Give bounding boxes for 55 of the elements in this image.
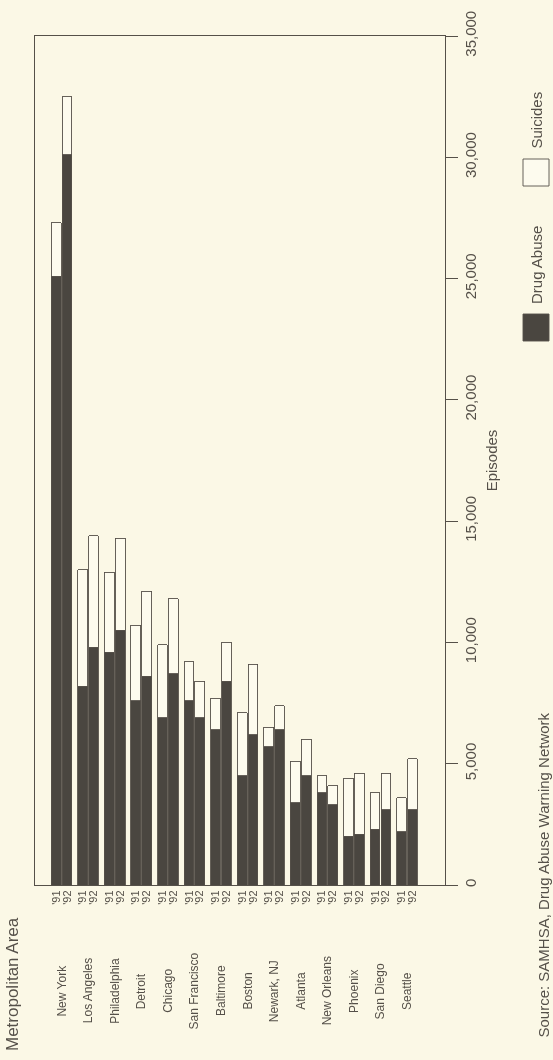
text: Philadelphia [107,958,122,1024]
y-tick-label: 30,000 [462,132,479,178]
x-tick-label: '91 [342,890,355,905]
text: Newark, NJ [267,960,282,1023]
x-tick-label: '92 [113,890,126,905]
source-note: Source: SAMHSA, Drug Abuse Warning Network [534,712,552,1038]
x-tick-label: '92 [299,890,312,905]
text: Chicago [160,968,175,1013]
x-tick-label: '91 [76,890,89,905]
x-tick-label: '92 [166,890,179,905]
text: Suicides [527,91,545,149]
x-tick-label: '91 [129,890,142,905]
text: Detroit [134,973,149,1010]
x-tick-label: '91 [209,890,222,905]
y-tick-label: 5,000 [462,742,479,781]
x-tick-label: '91 [102,890,115,905]
x-tick-label: '91 [156,890,169,905]
y-tick-label: 15,000 [462,495,479,542]
text: Atlanta [293,972,308,1010]
text: Seattle [400,972,415,1011]
y-tick-label: 0 [462,878,479,887]
x-tick-label: '92 [60,890,73,905]
text: Drug Abuse [528,225,545,304]
text: San Francisco [187,952,202,1030]
x-tick-label: '92 [220,890,233,905]
text: Los Angeles [81,957,96,1024]
x-tick-label: '92 [140,890,153,905]
text: Baltimore [214,965,229,1017]
text: New Orleans [320,955,335,1026]
x-tick-label: '92 [406,890,419,905]
x-tick-label: '91 [395,890,408,905]
y-tick-label: 35,000 [462,10,479,57]
text: Boston [240,972,255,1010]
x-tick-label: '91 [368,890,381,905]
y-tick-label: 20,000 [462,374,479,421]
x-tick-label: '92 [193,890,206,905]
y-axis-title: Episodes [483,429,500,492]
x-tick-label: '92 [87,890,100,905]
x-tick-label: '92 [326,890,339,905]
y-tick-label: 25,000 [462,253,479,300]
text: Metropolitan Area [3,917,22,1051]
x-tick-label: '91 [262,890,275,905]
x-tick-label: '92 [379,890,392,905]
y-tick-label: 10,000 [462,617,479,664]
x-tick-label: '91 [235,890,248,905]
x-tick-label: '92 [273,890,286,905]
text: New York [54,964,69,1017]
x-tick-label: '91 [288,890,301,905]
x-tick-label: '92 [352,890,365,905]
x-tick-label: '91 [49,890,62,905]
text: San Diego [373,963,388,1020]
text: Phoenix [346,969,361,1013]
x-tick-label: '92 [246,890,259,905]
x-tick-label: '91 [315,890,328,905]
x-tick-label: '91 [182,890,195,905]
